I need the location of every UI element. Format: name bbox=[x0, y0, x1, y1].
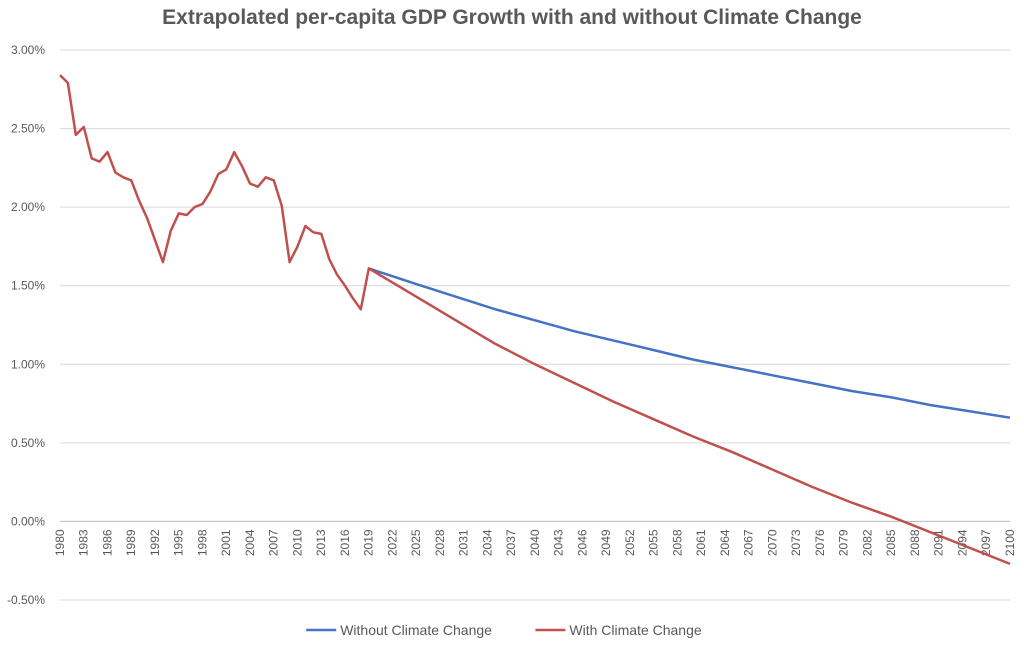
series-line-0 bbox=[368, 267, 1011, 419]
x-tick-label: 2067 bbox=[742, 529, 756, 556]
x-tick-label: 2040 bbox=[528, 529, 542, 556]
x-tick-label: 2097 bbox=[979, 529, 993, 556]
x-tick-label: 2076 bbox=[813, 529, 827, 556]
x-axis: 1980 1983 1986 1989 1992 1995 1998 2001 2004 2007… bbox=[53, 520, 1017, 556]
legend-label: With Climate Change bbox=[569, 622, 701, 638]
x-tick-label: 2055 bbox=[647, 529, 661, 556]
x-tick-label: 2052 bbox=[623, 529, 637, 556]
x-tick-label: 2001 bbox=[219, 529, 233, 556]
x-tick-label: 1998 bbox=[196, 529, 210, 556]
x-tick-label: 2025 bbox=[409, 529, 423, 556]
x-tick-label: 2028 bbox=[433, 529, 447, 556]
x-tick-label: 2085 bbox=[884, 529, 898, 556]
x-tick-label: 2034 bbox=[481, 529, 495, 556]
y-tick-label: 2.00% bbox=[11, 200, 45, 214]
x-tick-label: 2016 bbox=[338, 529, 352, 556]
x-tick-label: 2019 bbox=[362, 529, 376, 556]
x-tick-label: 2013 bbox=[314, 529, 328, 556]
x-tick-label: 1983 bbox=[77, 529, 91, 556]
series-lines bbox=[59, 74, 1011, 566]
x-tick-label: 1989 bbox=[124, 529, 138, 556]
x-tick-label: 2046 bbox=[576, 529, 590, 556]
x-tick-label: 2082 bbox=[861, 529, 875, 556]
x-tick-label: 2049 bbox=[599, 529, 613, 556]
x-tick-label: 1986 bbox=[101, 529, 115, 556]
x-tick-label: 2061 bbox=[694, 529, 708, 556]
gridlines bbox=[60, 49, 1010, 601]
x-tick-label: 1992 bbox=[148, 529, 162, 556]
x-tick-label: 2079 bbox=[837, 529, 851, 556]
y-tick-label: 2.50% bbox=[11, 122, 45, 136]
x-tick-label: 2004 bbox=[243, 529, 257, 556]
x-tick-label: 2043 bbox=[552, 529, 566, 556]
series-line-1 bbox=[59, 74, 1011, 566]
y-tick-label: 0.50% bbox=[11, 436, 45, 450]
y-axis: 3.00% 2.50% 2.00% 1.50% 1.00% 0.50% 0.00% -0.50… bbox=[7, 43, 45, 607]
x-tick-label: 2100 bbox=[1003, 529, 1017, 556]
x-tick-label: 2037 bbox=[504, 529, 518, 556]
x-tick-label: 2070 bbox=[766, 529, 780, 556]
x-tick-label: 2058 bbox=[671, 529, 685, 556]
x-tick-label: 2007 bbox=[267, 529, 281, 556]
legend-label: Without Climate Change bbox=[340, 622, 492, 638]
y-tick-label: 3.00% bbox=[11, 43, 45, 57]
x-tick-label: 2010 bbox=[291, 529, 305, 556]
x-tick-label: 2022 bbox=[386, 529, 400, 556]
legend: Without Climate Change With Climate Chang… bbox=[306, 622, 702, 638]
x-tick-label: 1995 bbox=[172, 529, 186, 556]
chart-title: Extrapolated per-capita GDP Growth with … bbox=[162, 6, 862, 29]
y-tick-label: 0.00% bbox=[11, 514, 45, 528]
y-tick-label: 1.00% bbox=[11, 357, 45, 371]
y-tick-label: -0.50% bbox=[7, 593, 45, 607]
x-tick-label: 2031 bbox=[457, 529, 471, 556]
y-tick-label: 1.50% bbox=[11, 279, 45, 293]
x-tick-label: 2064 bbox=[718, 529, 732, 556]
x-tick-label: 2094 bbox=[956, 529, 970, 556]
x-tick-label: 1980 bbox=[53, 529, 67, 556]
x-tick-label: 2073 bbox=[789, 529, 803, 556]
x-tick-label: 2088 bbox=[908, 529, 922, 556]
